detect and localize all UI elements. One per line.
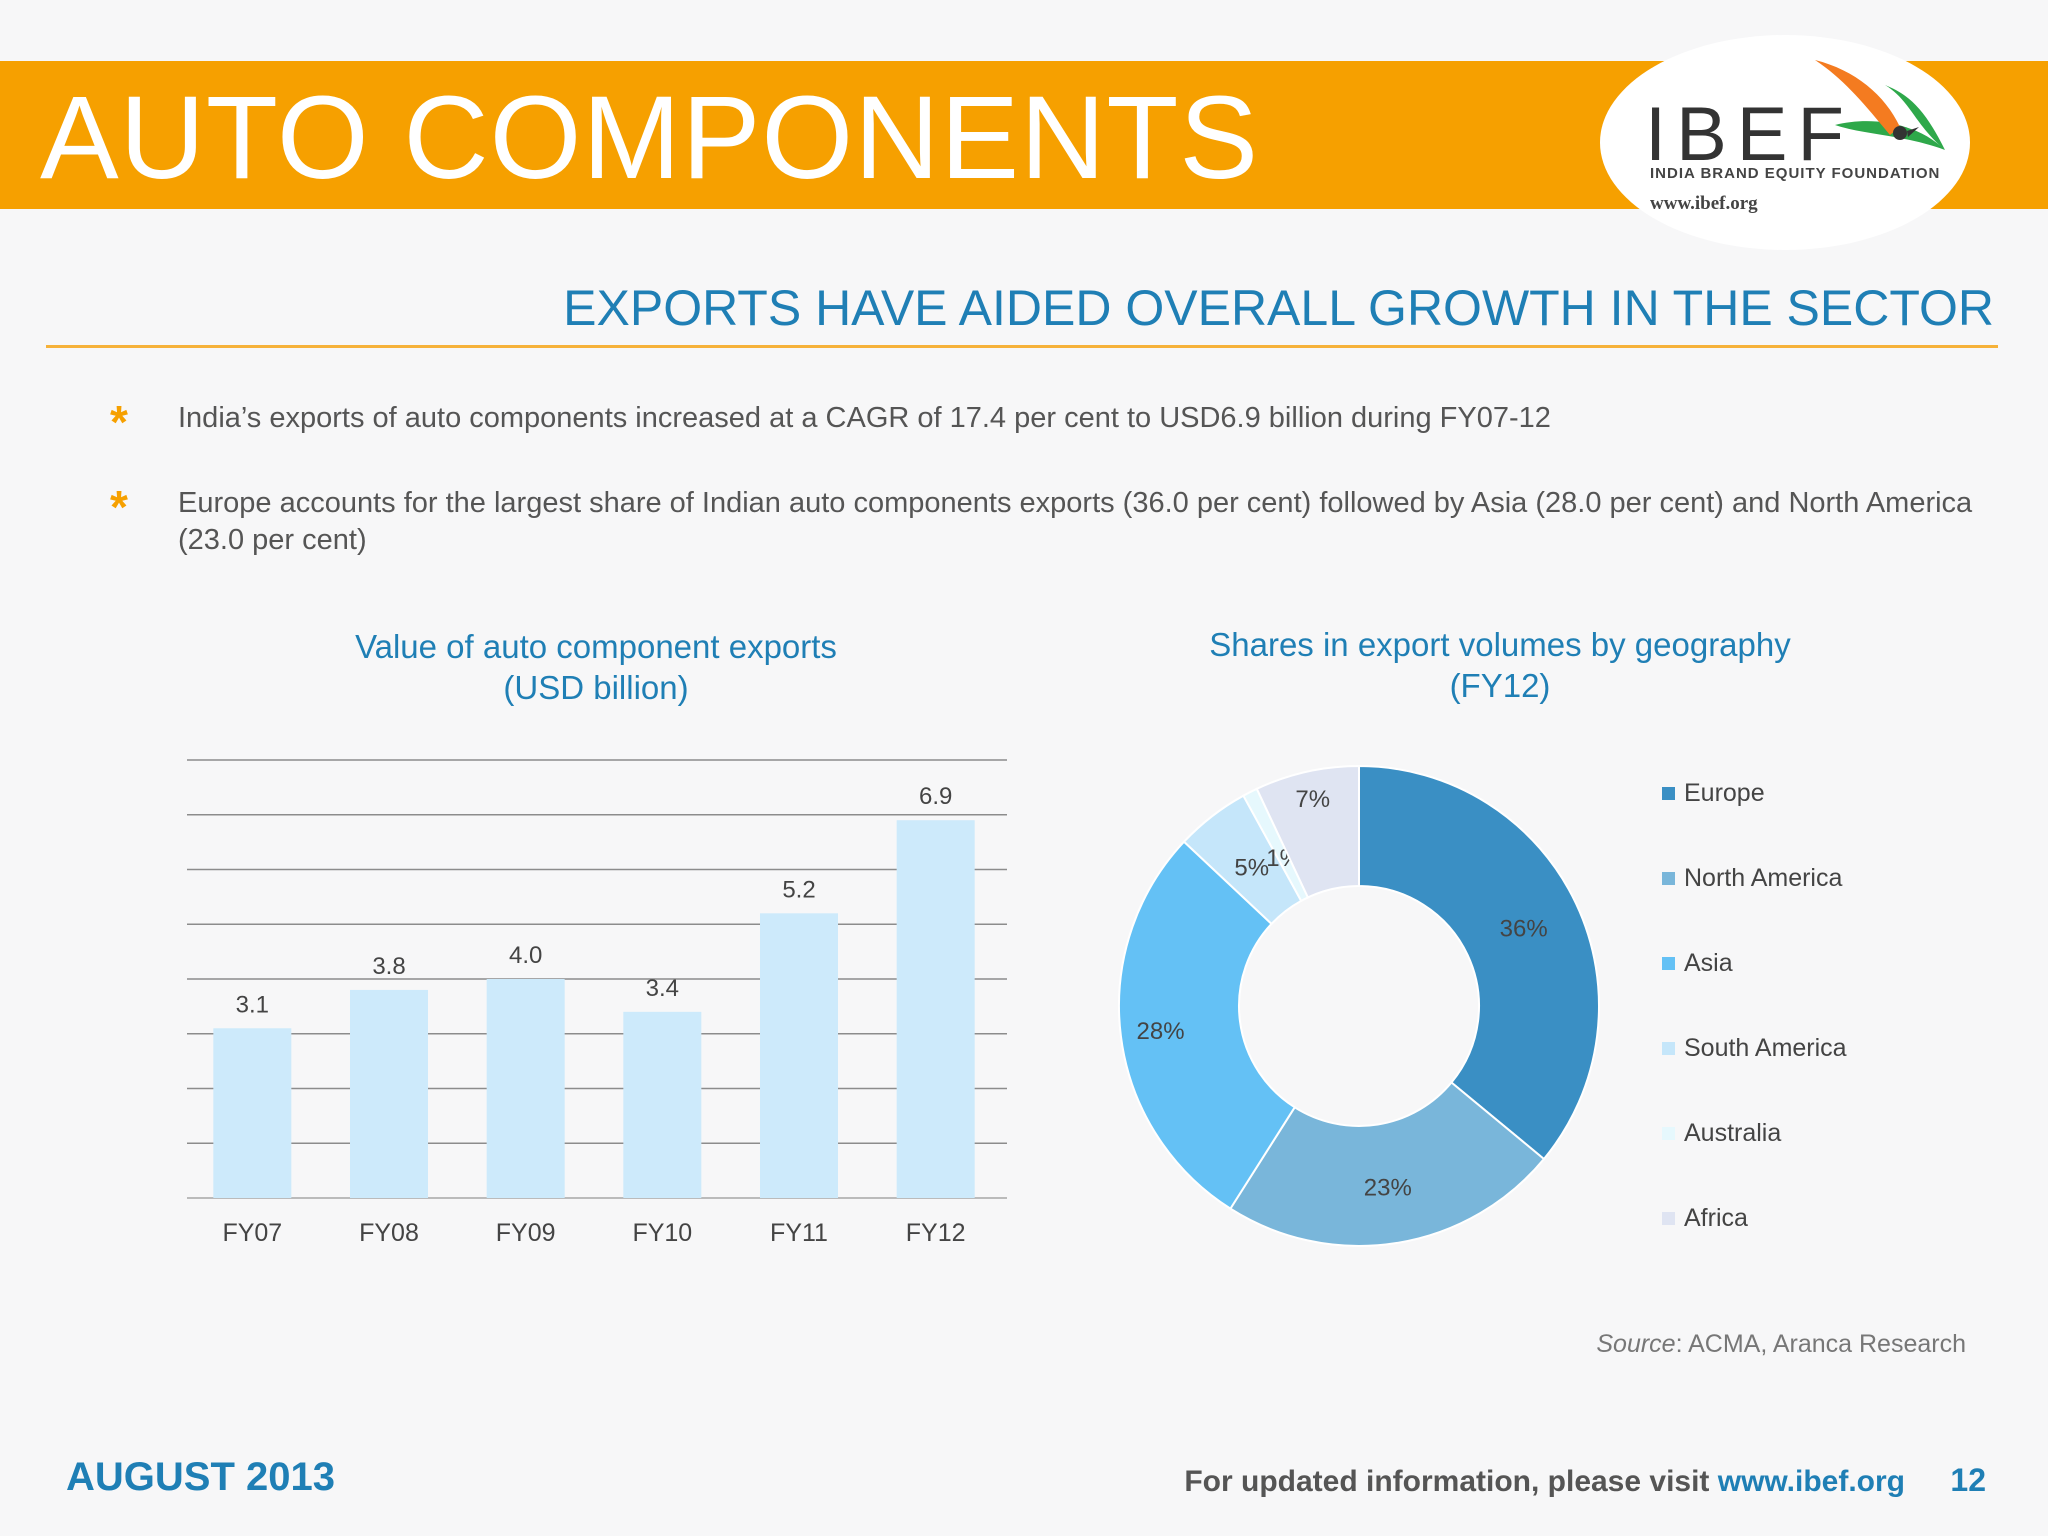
donut-chart: 36%23%28%5%1%7% (1118, 764, 1600, 1247)
pie-chart-title-line2: (FY12) (1449, 667, 1551, 704)
bar[interactable] (213, 1028, 292, 1198)
bar[interactable] (486, 979, 565, 1198)
asterisk-icon: * (110, 396, 128, 448)
bar[interactable] (350, 989, 428, 1198)
legend-label: Australia (1684, 1119, 1782, 1147)
slice-data-label: 36% (1500, 916, 1548, 943)
legend-swatch (1662, 787, 1675, 800)
slice-data-label: 28% (1137, 1018, 1185, 1045)
slice-data-label: 5% (1234, 855, 1269, 882)
bar-data-label: 4.0 (509, 942, 542, 969)
legend-item: South America (1662, 1030, 1962, 1070)
legend-item: Asia (1662, 945, 1962, 985)
logo-subtext: INDIA BRAND EQUITY FOUNDATION (1650, 165, 1941, 182)
source-note: Source: ACMA, Aranca Research (1596, 1330, 1966, 1359)
x-tick-label: FY12 (906, 1219, 966, 1247)
logo-text: IBEF (1645, 92, 1854, 177)
legend-swatch (1662, 1042, 1675, 1055)
donut-slice[interactable] (1358, 764, 1600, 1161)
bar-data-label: 6.9 (919, 783, 952, 810)
donut-slice[interactable] (1255, 764, 1360, 899)
divider (46, 345, 1998, 348)
legend-item: Africa (1662, 1200, 1962, 1240)
legend-label: Europe (1684, 779, 1765, 807)
source-label: Source (1596, 1330, 1676, 1358)
legend-label: Africa (1684, 1204, 1748, 1232)
bar-chart-title-line1: Value of auto component exports (355, 628, 837, 665)
bar-chart: 3.1 FY07 3.8 FY08 4.0 FY09 3.4 FY10 5.2 FY11 6.9 FY… (187, 759, 1007, 1247)
bullet-text: Europe accounts for the largest share of… (178, 487, 1973, 556)
legend-label: Asia (1684, 949, 1733, 977)
slice-data-label: 7% (1295, 786, 1330, 813)
slide-subtitle: EXPORTS HAVE AIDED OVERALL GROWTH IN THE… (563, 280, 1994, 336)
logo-url[interactable]: www.ibef.org (1650, 193, 1758, 214)
legend-swatch (1662, 1212, 1675, 1225)
page-title: AUTO COMPONENTS (40, 72, 1260, 204)
bar[interactable] (896, 820, 975, 1198)
legend-label: South America (1684, 1034, 1847, 1062)
x-tick-label: FY07 (222, 1219, 282, 1247)
bar-data-label: 3.8 (372, 953, 405, 980)
bar[interactable] (760, 913, 838, 1198)
donut-slice[interactable] (1118, 840, 1297, 1211)
footer-visit: For updated information, please visit ww… (1184, 1465, 1905, 1499)
legend-item: Europe (1662, 775, 1962, 815)
bar-chart-title: Value of auto component exports (USD bil… (246, 626, 946, 708)
footer-date: AUGUST 2013 (66, 1455, 335, 1499)
page-number: 12 (1950, 1462, 1986, 1498)
legend-swatch (1662, 872, 1675, 885)
bird-logo-icon (1815, 60, 1945, 150)
legend-label: North America (1684, 864, 1843, 892)
bar-data-label: 3.4 (646, 975, 679, 1002)
logo-badge (1600, 35, 1970, 250)
legend-item: North America (1662, 860, 1962, 900)
bar-chart-title-line2: (USD billion) (503, 669, 689, 706)
source-text: : ACMA, Aranca Research (1675, 1330, 1966, 1358)
legend-item: Australia (1662, 1115, 1962, 1155)
bar-data-label: 5.2 (782, 876, 815, 903)
bar-data-label: 3.1 (236, 991, 269, 1018)
ibef-logo[interactable]: IBEF INDIA BRAND EQUITY FOUNDATION www.i… (1645, 55, 1965, 235)
asterisk-icon: * (110, 481, 128, 533)
pie-chart-title-line1: Shares in export volumes by geography (1209, 626, 1791, 663)
bullet-text: India’s exports of auto components incre… (178, 402, 1551, 434)
footer-visit-text: For updated information, please visit (1184, 1465, 1718, 1498)
x-tick-label: FY08 (359, 1219, 419, 1247)
footer-url-link[interactable]: www.ibef.org (1717, 1465, 1905, 1498)
slice-data-label: 23% (1364, 1175, 1412, 1202)
x-tick-label: FY09 (496, 1219, 556, 1247)
x-tick-label: FY11 (770, 1219, 828, 1247)
x-tick-label: FY10 (632, 1219, 692, 1247)
bar[interactable] (623, 1011, 702, 1198)
legend-swatch (1662, 1127, 1675, 1140)
pie-chart-title: Shares in export volumes by geography (F… (1120, 624, 1880, 706)
legend-swatch (1662, 957, 1675, 970)
donut-slice[interactable] (1229, 1081, 1546, 1247)
